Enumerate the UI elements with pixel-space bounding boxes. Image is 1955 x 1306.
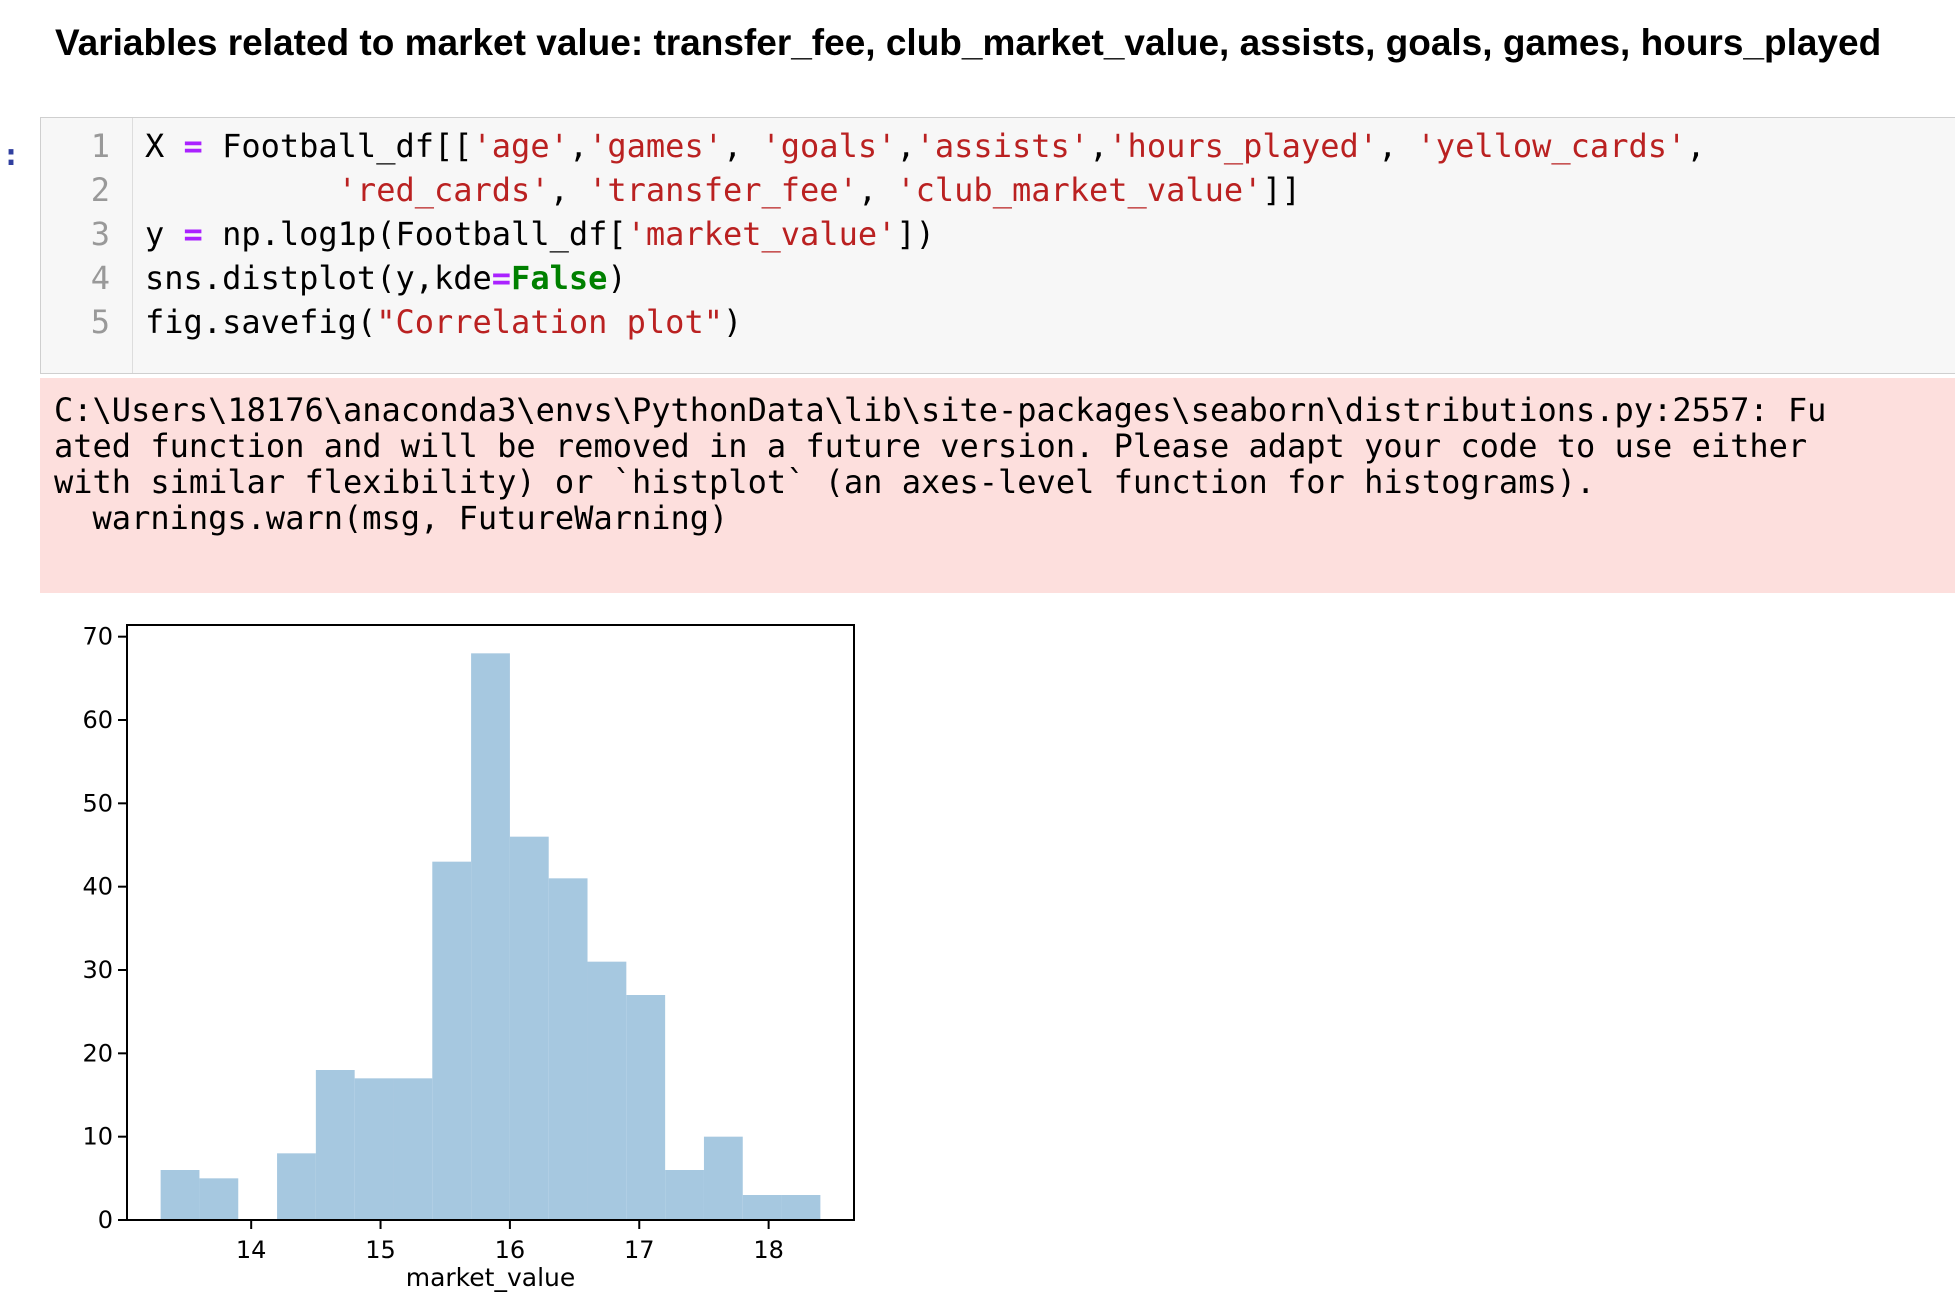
histogram-bar — [354, 1078, 394, 1220]
x-axis: 14 15 16 17 18 — [236, 1220, 784, 1264]
code-token: y — [145, 215, 184, 253]
stderr-line: with similar flexibility) or `histplot` … — [54, 463, 1596, 501]
code-token: , — [549, 171, 589, 209]
y-tick-label: 50 — [82, 789, 113, 817]
code-token: fig.savefig( — [145, 303, 377, 341]
y-tick-label: 60 — [82, 706, 113, 734]
x-tick-label: 16 — [495, 1236, 526, 1264]
code-token: 'yellow_cards' — [1416, 127, 1687, 165]
stderr-line: warnings.warn(msg, FutureWarning) — [54, 499, 729, 537]
histogram-bar — [199, 1178, 239, 1220]
code-token: 'club_market_value' — [896, 171, 1263, 209]
histogram-bars — [160, 653, 821, 1220]
histogram-bar — [432, 861, 472, 1220]
code-token: 'goals' — [761, 127, 897, 165]
code-token: , — [1378, 127, 1417, 165]
histogram-bar — [626, 995, 666, 1220]
code-token: , — [896, 127, 916, 165]
line-number: 5 — [90, 303, 110, 341]
y-tick-label: 0 — [98, 1206, 113, 1234]
code-token: , — [1686, 127, 1706, 165]
histogram-chart: 0 10 20 30 40 50 60 70 14 15 16 17 18 market_value — [82, 623, 855, 1292]
code-token: , — [568, 127, 589, 165]
y-tick-label: 10 — [82, 1123, 113, 1151]
histogram-bar — [742, 1195, 782, 1220]
x-tick-label: 18 — [753, 1236, 784, 1264]
code-token: , — [722, 127, 762, 165]
histogram-bar — [393, 1078, 433, 1220]
code-token: Football_df[[ — [202, 127, 473, 165]
code-token: , — [1089, 127, 1109, 165]
y-tick-label: 70 — [82, 623, 113, 651]
line-number-gutter: 1 2 3 4 5 — [41, 118, 133, 373]
code-token: , — [857, 171, 897, 209]
histogram-bar — [509, 836, 549, 1220]
stderr-output: C:\Users\18176\anaconda3\envs\PythonData… — [40, 378, 1955, 593]
code-token: 'age' — [472, 127, 569, 165]
histogram-bar — [315, 1070, 355, 1220]
x-axis-label: market_value — [406, 1263, 576, 1292]
code-line[interactable]: sns.distplot(y,kde=False) — [145, 256, 627, 300]
code-token: sns.distplot(y,kde — [145, 259, 492, 297]
histogram-bar — [587, 961, 627, 1220]
line-number: 3 — [90, 215, 110, 253]
stderr-line: ated function and will be removed in a f… — [54, 427, 1808, 465]
histogram-bar — [277, 1153, 316, 1220]
code-token: ) — [722, 303, 743, 341]
histogram-bar — [548, 878, 588, 1220]
stderr-line: C:\Users\18176\anaconda3\envs\PythonData… — [54, 391, 1827, 429]
x-tick-label: 17 — [624, 1236, 655, 1264]
code-line[interactable]: y = np.log1p(Football_df['market_value']… — [145, 212, 935, 256]
line-number: 2 — [90, 171, 110, 209]
line-number: 1 — [90, 127, 110, 165]
code-token: ]) — [896, 215, 935, 253]
code-line[interactable]: fig.savefig("Correlation plot") — [145, 300, 742, 344]
y-tick-label: 40 — [82, 873, 113, 901]
code-token: 'transfer_fee' — [588, 171, 858, 209]
code-token: = — [183, 127, 203, 165]
code-token: ]] — [1262, 171, 1301, 209]
code-token: 'red_cards' — [337, 171, 550, 209]
histogram-bar — [471, 653, 510, 1220]
code-token: 'market_value' — [626, 215, 897, 253]
section-heading: Variables related to market value: trans… — [55, 22, 1882, 63]
code-token — [145, 171, 338, 209]
y-axis: 0 10 20 30 40 50 60 70 — [82, 623, 127, 1234]
code-line[interactable]: 'red_cards', 'transfer_fee', 'club_marke… — [145, 168, 1301, 212]
x-tick-label: 15 — [365, 1236, 396, 1264]
cell-prompt: : — [2, 138, 21, 173]
plot-frame — [126, 624, 855, 1221]
code-token: np.log1p(Football_df[ — [202, 215, 627, 253]
code-token: ) — [607, 259, 627, 297]
code-token: 'games' — [588, 127, 723, 165]
code-token: = — [183, 215, 203, 253]
code-token: X — [145, 127, 184, 165]
code-token: 'hours_played' — [1108, 127, 1378, 165]
histogram-bar — [665, 1170, 704, 1220]
y-tick-label: 20 — [82, 1039, 113, 1067]
code-token: False — [511, 259, 608, 297]
histogram-bar — [781, 1195, 821, 1220]
code-token: "Correlation plot" — [376, 303, 723, 341]
code-line[interactable]: X = Football_df[['age','games', 'goals',… — [145, 124, 1706, 168]
histogram-bar — [703, 1136, 743, 1220]
line-number: 4 — [90, 259, 110, 297]
code-token: 'assists' — [915, 127, 1090, 165]
code-token: = — [491, 259, 512, 297]
x-tick-label: 14 — [236, 1236, 267, 1264]
histogram-bar — [160, 1170, 200, 1220]
y-tick-label: 30 — [82, 956, 113, 984]
